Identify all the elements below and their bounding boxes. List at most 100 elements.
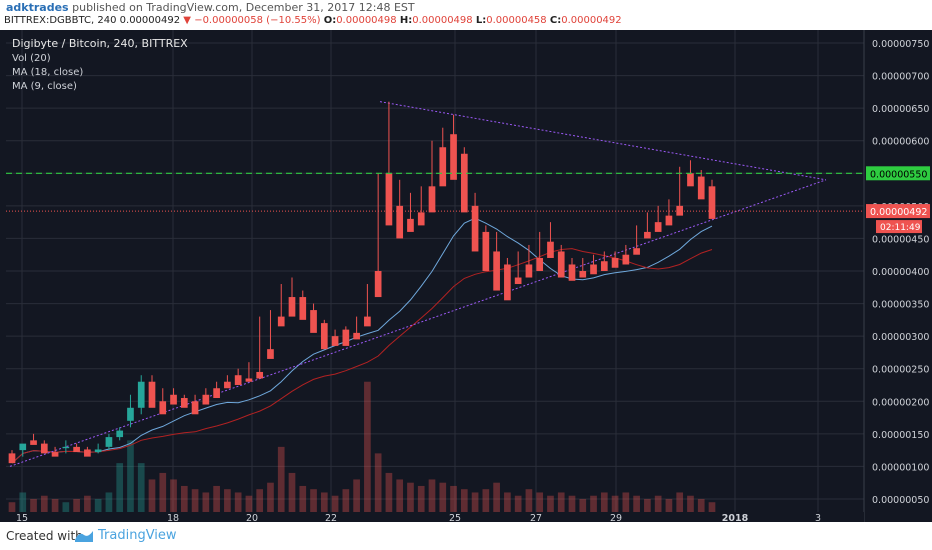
volume-bar	[654, 495, 662, 512]
volume-bars	[8, 381, 716, 512]
candle-body	[697, 176, 705, 200]
candle-body	[568, 264, 576, 281]
volume-bar	[374, 453, 382, 512]
candles	[8, 101, 716, 464]
candle-body	[396, 205, 404, 239]
volume-bar	[105, 492, 113, 512]
legend-ma9[interactable]: MA (9, close)	[12, 81, 77, 92]
volume-bar	[568, 495, 576, 512]
volume-bar	[30, 498, 37, 512]
candle-body	[331, 336, 339, 346]
volume-bar	[708, 502, 716, 512]
ohlc-line: BITTREX:DGBBTC, 240 0.00000492 ▼ −0.0000…	[4, 15, 622, 26]
author-name[interactable]: adktrades	[6, 1, 69, 14]
created-with: Created with	[6, 529, 83, 543]
volume-bar	[245, 495, 253, 512]
chart-legend: Digibyte / Bitcoin, 240, BITTREX Vol (20…	[12, 37, 188, 92]
volume-bar	[320, 492, 328, 512]
time-tick-label: 25	[449, 513, 461, 522]
price-tick-label: 0.00000150	[872, 430, 929, 441]
price-tick-label: 0.00000250	[872, 365, 929, 376]
high-label: H:	[399, 15, 413, 26]
price-axis-bg	[864, 30, 932, 522]
volume-bar	[644, 498, 651, 512]
price-tick-label: 0.00000650	[872, 104, 929, 115]
candle-body	[654, 222, 662, 232]
price-tick-label: 0.00000300	[872, 332, 929, 343]
volume-bar	[267, 482, 274, 512]
candle-body	[202, 394, 210, 405]
last-price-label: 0.00000492	[870, 207, 927, 218]
chart-area[interactable]: 0.00000750 0.00000700 0.00000650 0.00000600…	[0, 30, 932, 524]
moving-averages	[11, 217, 713, 464]
time-tick-label: 27	[530, 513, 542, 522]
time-axis-bg	[0, 512, 864, 522]
volume-bar	[51, 498, 59, 512]
candle-body	[579, 271, 587, 278]
volume-bar	[62, 502, 70, 512]
volume-bar	[84, 495, 91, 512]
volume-bar	[439, 482, 447, 512]
volume-bar	[277, 446, 285, 512]
candle-body	[288, 297, 296, 317]
candle-body	[94, 449, 102, 453]
tradingview-brand[interactable]: TradingView	[98, 528, 177, 543]
last-price-tag	[866, 204, 930, 219]
candle-body	[8, 453, 16, 464]
lower-trendline	[9, 179, 827, 467]
time-tick-label: 20	[246, 513, 258, 522]
time-tick-label: 3	[815, 513, 821, 522]
tradingview-logo-icon	[75, 531, 93, 542]
price-tick-label: 0.00000750	[872, 39, 929, 50]
candle-body	[310, 310, 317, 333]
trendlines	[9, 101, 827, 467]
price-chart[interactable]: 0.00000750 0.00000700 0.00000650 0.00000600…	[0, 30, 932, 524]
upper-trendline	[379, 101, 827, 181]
candle-body	[439, 147, 447, 187]
volume-bar	[471, 492, 479, 512]
volume-bar	[159, 472, 167, 512]
close-value: 0.00000492	[561, 15, 622, 26]
legend-volume[interactable]: Vol (20)	[12, 53, 51, 64]
volume-bar	[148, 479, 156, 512]
legend-title: Digibyte / Bitcoin, 240, BITTREX	[12, 37, 188, 50]
candle-body	[277, 316, 285, 327]
chart-background	[0, 30, 932, 522]
candle-body	[644, 231, 651, 239]
volume-bar	[687, 495, 694, 512]
candle-body	[374, 271, 382, 298]
volume-bar	[116, 463, 124, 512]
candle-body	[137, 381, 145, 408]
time-axis[interactable]: 15 18 20 22 25 27 29 2018 3	[0, 512, 864, 524]
volume-bar	[170, 479, 177, 512]
candle-body	[267, 349, 274, 359]
price-tick-label: 0.00000600	[872, 137, 929, 148]
candle-body	[676, 205, 684, 216]
candle-body	[364, 316, 371, 327]
candle-body	[320, 323, 328, 350]
legend-ma18[interactable]: MA (18, close)	[12, 67, 83, 78]
volume-bar	[396, 479, 404, 512]
candle-body	[213, 388, 220, 399]
close-label: C:	[549, 15, 562, 26]
candle-body	[708, 186, 716, 219]
candle-body	[170, 394, 177, 405]
volume-bar	[364, 381, 371, 512]
candle-body	[407, 218, 414, 232]
high-value: 0.00000498	[412, 15, 473, 26]
candle-body	[493, 251, 500, 291]
price-overlays	[6, 172, 864, 212]
volume-bar	[428, 479, 436, 512]
volume-bar	[331, 495, 339, 512]
volume-bar	[342, 489, 350, 512]
volume-bar	[590, 495, 597, 512]
volume-bar	[460, 489, 468, 512]
volume-bar	[137, 463, 145, 512]
candle-body	[299, 297, 307, 320]
volume-bar	[353, 479, 360, 512]
price-axis[interactable]: 0.00000750 0.00000700 0.00000650 0.00000600…	[863, 30, 932, 522]
resistance-price-tag	[866, 166, 930, 181]
low-value: 0.00000458	[486, 15, 547, 26]
candle-body	[665, 215, 673, 226]
resistance-price-label: 0.00000550	[870, 169, 927, 180]
